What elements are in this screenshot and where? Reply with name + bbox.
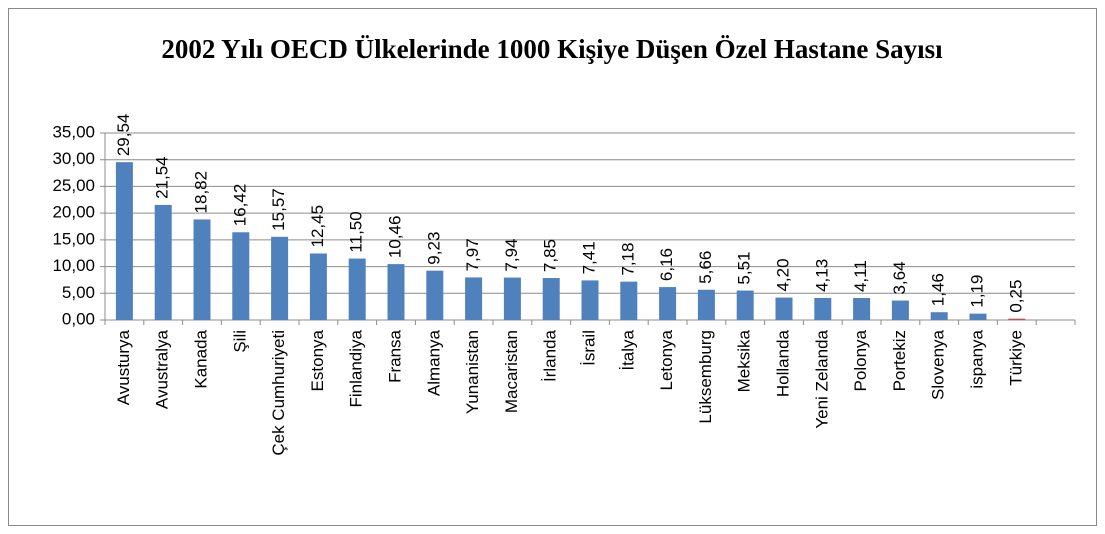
x-tick-label: Türkiye <box>1006 330 1025 386</box>
data-label: 5,66 <box>696 251 715 284</box>
x-tick-label: İsrail <box>579 330 598 366</box>
x-tick-label: İrlanda <box>541 329 560 382</box>
y-tick-label: 0,00 <box>62 309 95 328</box>
y-tick-label: 30,00 <box>52 149 95 168</box>
bar <box>930 312 948 320</box>
x-tick-label: Kanada <box>191 329 210 388</box>
x-tick-label: Finlandiya <box>347 329 366 407</box>
y-tick-label: 20,00 <box>52 203 95 222</box>
bar <box>1008 318 1026 320</box>
data-label: 7,97 <box>463 238 482 271</box>
bar <box>309 253 327 320</box>
x-tick-label: Şili <box>230 330 249 353</box>
data-label: 18,82 <box>191 171 210 214</box>
x-tick-label: Yunanistan <box>463 330 482 414</box>
data-label: 4,11 <box>851 260 870 292</box>
x-tick-label: Slovenya <box>929 329 948 399</box>
x-tick-label: Yeni Zelanda <box>812 329 831 428</box>
data-label: 1,46 <box>929 273 948 306</box>
bar <box>659 287 677 320</box>
data-label: 9,23 <box>424 232 443 265</box>
bar <box>115 162 133 320</box>
x-tick-label: Avustralya <box>153 329 172 409</box>
data-label: 5,51 <box>735 251 754 284</box>
bar <box>387 264 405 320</box>
data-label: 10,46 <box>385 216 404 259</box>
data-label: 29,54 <box>114 114 133 157</box>
y-tick-label: 15,00 <box>52 229 95 248</box>
data-label: 4,13 <box>812 259 831 292</box>
data-label: 3,64 <box>890 261 909 294</box>
bar <box>426 270 444 320</box>
bar <box>465 277 483 320</box>
x-tick-label: Letonya <box>657 329 676 390</box>
data-label: 15,57 <box>269 188 288 231</box>
y-tick-label: 35,00 <box>52 122 95 141</box>
bar <box>348 258 366 320</box>
bar <box>775 297 793 320</box>
bar <box>154 204 172 320</box>
x-tick-label: Lüksemburg <box>696 330 715 424</box>
bar <box>232 232 250 320</box>
x-tick-label: ispanya <box>967 329 986 388</box>
data-label: 7,94 <box>502 238 521 271</box>
bar <box>581 280 599 320</box>
data-label: 1,19 <box>967 275 986 308</box>
y-tick-label: 10,00 <box>52 256 95 275</box>
data-label: 21,54 <box>153 156 172 199</box>
x-tick-label: Meksika <box>735 329 754 392</box>
bar <box>814 297 832 320</box>
data-label: 11,50 <box>347 211 366 252</box>
x-tick-label: Estonya <box>308 329 327 391</box>
chart-title: 2002 Yılı OECD Ülkelerinde 1000 Kişiye D… <box>161 34 943 64</box>
x-tick-label: Polonya <box>851 329 870 391</box>
x-tick-label: Macaristan <box>502 330 521 413</box>
x-tick-label: Çek Cumhuriyeti <box>269 330 288 456</box>
data-label: 7,41 <box>579 241 598 274</box>
data-label: 6,16 <box>657 248 676 281</box>
y-tick-label: 5,00 <box>62 283 95 302</box>
data-label: 4,20 <box>773 258 792 291</box>
data-label: 16,42 <box>230 184 249 227</box>
x-tick-label: Portekiz <box>890 330 909 391</box>
x-tick-label: Fransa <box>385 329 404 382</box>
data-label: 12,45 <box>308 205 327 248</box>
x-tick-label: Avusturya <box>114 329 133 405</box>
bar <box>542 278 560 320</box>
bar <box>853 298 871 320</box>
bar <box>736 290 754 320</box>
bar <box>193 219 211 320</box>
bar <box>891 300 909 320</box>
data-label: 0,25 <box>1006 280 1025 313</box>
bar <box>271 236 289 320</box>
x-tick-label: Hollanda <box>773 329 792 397</box>
bar <box>969 313 987 320</box>
bar <box>697 289 715 320</box>
data-label: 7,85 <box>541 239 560 272</box>
x-tick-label: İtalya <box>618 329 637 370</box>
bar <box>620 281 638 320</box>
y-tick-label: 25,00 <box>52 176 95 195</box>
x-tick-label: Almanya <box>424 329 443 396</box>
bar <box>503 277 521 320</box>
data-label: 7,18 <box>618 243 637 276</box>
